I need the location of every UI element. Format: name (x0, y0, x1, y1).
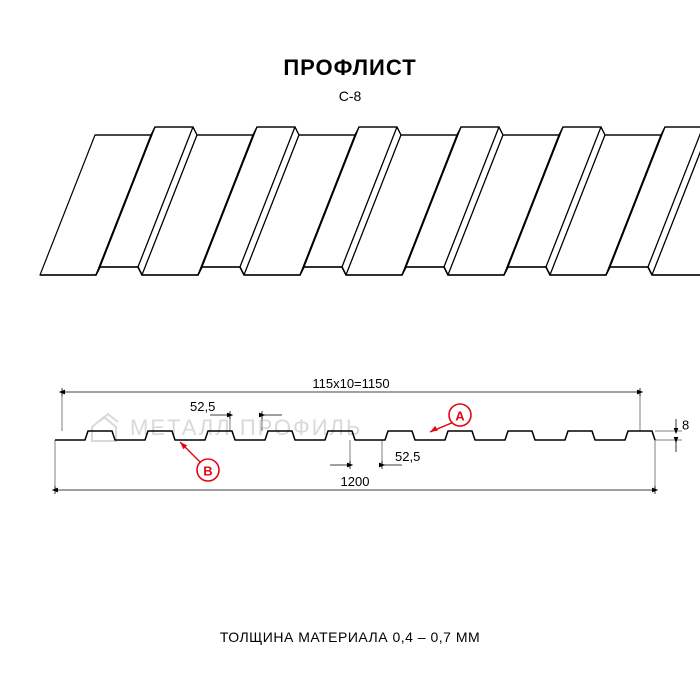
svg-text:52,5: 52,5 (190, 399, 215, 414)
technical-drawing: МЕТАЛЛ ПРОФИЛЬМЕТАЛЛ ПРОФИЛЬ115х10=11505… (0, 0, 700, 700)
svg-text:115х10=1150: 115х10=1150 (312, 376, 389, 391)
svg-text:A: A (455, 409, 465, 424)
svg-text:B: B (203, 464, 212, 479)
svg-text:1200: 1200 (341, 474, 370, 489)
svg-text:52,5: 52,5 (395, 449, 420, 464)
svg-text:МЕТАЛЛ ПРОФИЛЬ: МЕТАЛЛ ПРОФИЛЬ (130, 415, 362, 440)
svg-text:8: 8 (682, 418, 689, 433)
